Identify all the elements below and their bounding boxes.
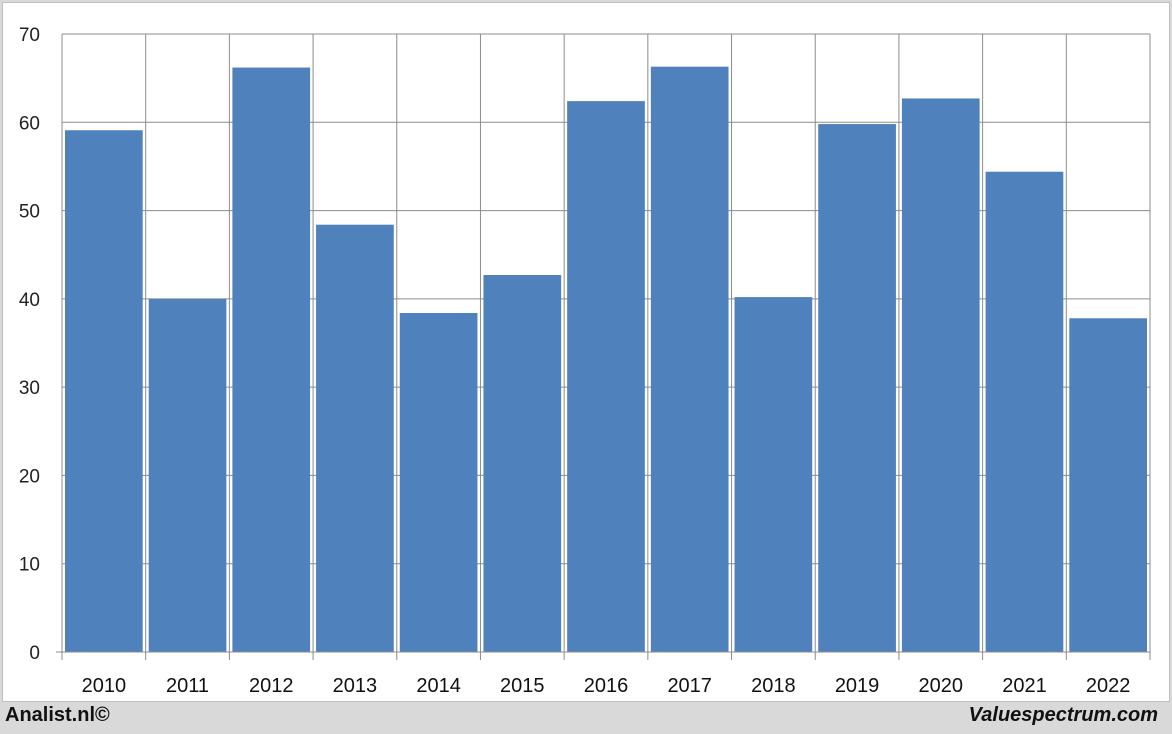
bar-2011: [148, 298, 227, 652]
x-tick-label: 2012: [249, 675, 294, 697]
y-tick-label: 70: [19, 25, 40, 46]
x-tick-label: 2020: [919, 675, 964, 697]
y-tick-label: 0: [29, 643, 40, 664]
x-tick-label: 2022: [1086, 675, 1131, 697]
bar-2020: [901, 98, 980, 653]
bar-2021: [985, 171, 1064, 652]
bar-2022: [1069, 318, 1147, 652]
y-tick-label: 40: [19, 290, 40, 311]
x-tick-label: 2017: [667, 675, 712, 697]
x-tick-label: 2016: [584, 675, 629, 697]
y-tick-label: 50: [19, 202, 40, 223]
x-tick-label: 2018: [751, 675, 796, 697]
bar-2013: [316, 224, 394, 652]
x-tick-label: 2015: [500, 675, 545, 697]
bar-2018: [734, 297, 813, 652]
footer-source-left: Analist.nl©: [5, 704, 110, 726]
y-tick-label: 30: [19, 378, 40, 399]
bar-2016: [567, 101, 645, 652]
footer-source-right: Valuespectrum.com: [968, 704, 1158, 726]
x-tick-label: 2021: [1002, 675, 1047, 697]
x-tick-label: 2010: [82, 675, 127, 697]
x-tick-label: 2011: [166, 675, 209, 697]
bar-2015: [483, 275, 562, 652]
x-tick-label: 2019: [835, 675, 880, 697]
bar-2017: [650, 66, 729, 652]
y-tick-label: 20: [19, 466, 40, 487]
bar-2014: [399, 312, 478, 652]
y-tick-label: 10: [19, 555, 40, 576]
x-tick-label: 2013: [333, 675, 378, 697]
bar-2012: [232, 67, 311, 652]
bar-2010: [65, 130, 143, 652]
bar-2019: [818, 124, 896, 652]
y-tick-label: 60: [19, 113, 40, 134]
x-tick-label: 2014: [416, 675, 461, 697]
